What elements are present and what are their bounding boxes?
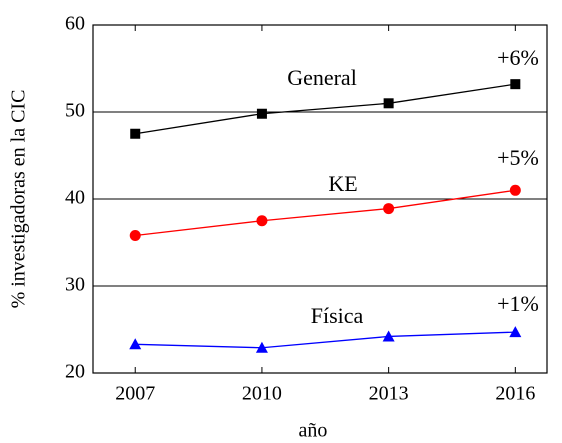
point xyxy=(509,326,522,338)
point xyxy=(129,338,142,350)
series-label: KE xyxy=(328,171,357,196)
y-tick-label: 30 xyxy=(65,274,85,296)
series-line xyxy=(135,83,516,135)
point xyxy=(383,203,395,215)
x-tick-label: 2013 xyxy=(369,383,409,405)
point xyxy=(256,215,268,227)
y-axis-label: % investigadoras en la CIC xyxy=(8,90,30,309)
series-label: General xyxy=(287,65,357,90)
plot-frame xyxy=(92,24,548,374)
series-line xyxy=(135,189,516,237)
x-tick-label: 2016 xyxy=(495,383,535,405)
series-label: Física xyxy=(311,303,364,328)
y-tick-label: 20 xyxy=(65,361,85,383)
point xyxy=(510,79,521,90)
point xyxy=(382,330,395,342)
x-tick-label: 2007 xyxy=(115,383,155,405)
x-tick-label: 2010 xyxy=(242,383,282,405)
point xyxy=(129,230,141,242)
annotation: +5% xyxy=(497,145,539,170)
y-tick-label: 40 xyxy=(65,187,85,209)
point xyxy=(509,184,521,196)
point xyxy=(130,128,141,139)
point xyxy=(383,98,394,109)
series-line xyxy=(135,331,516,349)
y-tick-label: 50 xyxy=(65,100,85,122)
x-axis-label: año xyxy=(299,420,328,442)
point xyxy=(256,108,267,119)
annotation: +1% xyxy=(497,291,539,316)
annotation: +6% xyxy=(497,45,539,70)
y-tick-label: 60 xyxy=(65,13,85,35)
point xyxy=(255,341,268,353)
